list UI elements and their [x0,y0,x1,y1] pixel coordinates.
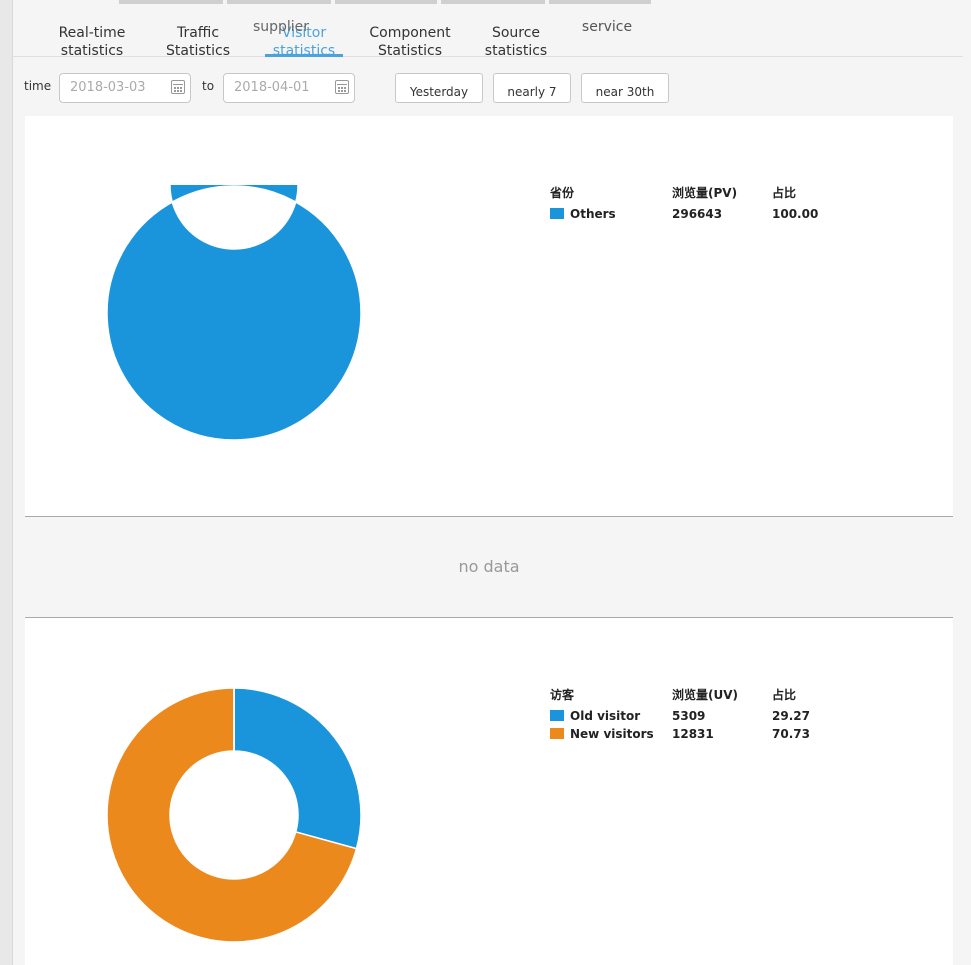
legend-name: New visitors [570,727,654,741]
to-label: to [202,79,215,93]
legend-name: Old visitor [570,709,641,723]
tab-service[interactable]: service [569,18,645,36]
yesterday-button[interactable]: Yesterday [395,73,483,103]
no-data-message: no data [458,557,520,576]
legend-header-pv: 浏览量(PV) [672,186,738,200]
last-7-days-button[interactable]: nearly 7 [493,73,571,103]
legend-name-cell: Old visitor [550,709,640,723]
tab-label-line1: Visitor [281,25,327,41]
legend-percent: 100.00 [772,207,819,221]
legend-percent: 70.73 [772,727,810,741]
top-tab-strip [13,0,971,4]
province-chart-panel: 省份 浏览量(PV) 占比 Others 296643 100.00 [25,116,953,517]
legend-header-visitor: 访客 [550,688,575,702]
visitor-chart-panel: 访客 浏览量(UV) 占比 Old visitor 5309 29.27 New… [25,618,953,965]
tab-source-statistics[interactable]: Source statistics [471,24,561,60]
top-strip-segment [549,0,651,4]
main-frame: Real-time statistics Traffic Statistics … [12,0,971,965]
tab-component-statistics[interactable]: Component Statistics [365,24,455,60]
top-strip-segment [119,0,223,4]
province-donut-chart [106,185,362,441]
time-label: time [24,79,52,93]
top-strip-segment [441,0,545,4]
legend-header-province: 省份 [550,186,575,200]
legend-name: Others [570,207,616,221]
legend-swatch [550,710,564,721]
tab-label: supplier [252,19,310,35]
tab-label-line1: Component [369,25,451,41]
active-tab-indicator [265,54,343,57]
tab-label-line2: Statistics [166,43,230,59]
tab-supplier[interactable]: supplier [243,18,319,36]
tab-label-line1: Traffic [176,25,220,41]
legend-name-cell: New visitors [550,727,654,741]
visitor-donut-chart [106,687,362,943]
tab-realtime-statistics[interactable]: Real-time statistics [47,24,137,60]
legend-name-cell: Others [550,207,616,221]
donut-slice-others[interactable] [106,185,362,441]
top-strip-segment [335,0,437,4]
tab-label-line2: Statistics [378,43,442,59]
end-date-input[interactable]: 2018-04-01 [223,73,355,103]
legend-header-percent: 占比 [772,186,797,200]
last-30-days-button[interactable]: near 30th [581,73,669,103]
legend-header-percent: 占比 [772,688,797,702]
start-date-value: 2018-03-03 [70,80,146,95]
tab-label: service [581,19,633,35]
legend-header-uv: 浏览量(UV) [672,688,739,702]
start-date-input[interactable]: 2018-03-03 [59,73,191,103]
empty-chart-section: no data [25,517,953,618]
calendar-icon[interactable] [335,80,349,94]
donut-slice-old-visitor[interactable] [233,687,362,850]
end-date-value: 2018-04-01 [234,80,310,95]
legend-swatch [550,728,564,739]
legend-value: 5309 [672,709,706,723]
tab-label-line2: statistics [484,43,548,59]
legend-percent: 29.27 [772,709,810,723]
legend-value: 12831 [672,727,714,741]
tab-label-line2: statistics [60,43,124,59]
stats-tab-bar: Real-time statistics Traffic Statistics … [13,0,963,60]
tab-label-line1: Source [491,25,541,41]
top-strip-segment [227,0,331,4]
tab-traffic-statistics[interactable]: Traffic Statistics [153,24,243,60]
donut-slice-new-visitors[interactable] [106,687,358,943]
tab-label-line2: statistics [272,43,336,59]
calendar-icon[interactable] [171,80,185,94]
legend-value: 296643 [672,207,723,221]
tab-label-line1: Real-time [58,25,126,41]
legend-swatch [550,208,564,219]
